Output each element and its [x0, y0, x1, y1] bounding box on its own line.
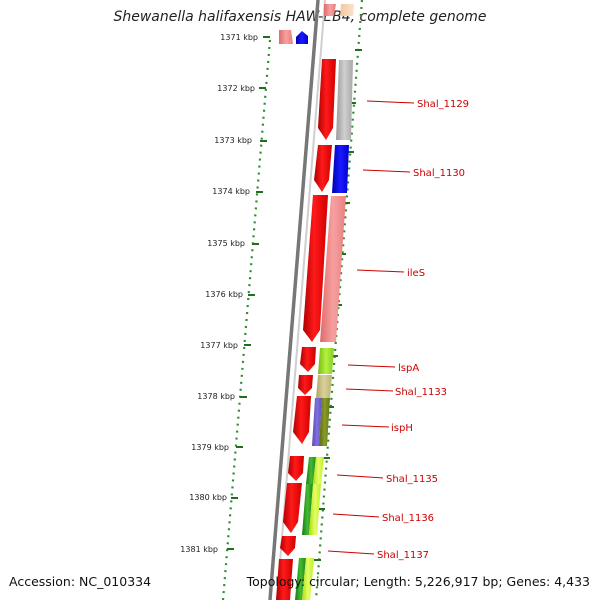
genome-title: Shewanella halifaxensis HAW-EB4, complet… [113, 9, 487, 25]
tick-label: 1380 kbp [189, 493, 227, 502]
gene-label-shal-1137[interactable]: Shal_1137 [377, 550, 429, 561]
gene-feature-shal-1129 [336, 60, 353, 140]
red-arrow [288, 456, 304, 481]
red-arrow [293, 396, 311, 444]
label-leader-line [356, 269, 405, 273]
tick-label: 1381 kbp [180, 545, 218, 554]
genome-backbone-line [268, 0, 320, 600]
gene-feature-lspa [318, 348, 334, 374]
red-arrow [303, 195, 328, 342]
label-leader-line [362, 169, 411, 173]
left-ruler-line [221, 39, 272, 600]
tick-label: 1377 kbp [200, 341, 238, 350]
gene-feature-shal-1130 [332, 145, 349, 193]
gene-feature-shal-1137-a [295, 558, 306, 600]
gene-feature-shal-1135-a [306, 457, 316, 484]
gene-label-leaders [327, 100, 415, 555]
gene-feature-isph-b [319, 398, 330, 446]
gene-feature-shal-1136-b [309, 484, 321, 535]
tick-label: 1375 kbp [207, 239, 245, 248]
pink-feature-top [279, 30, 293, 44]
gene-feature-shal-1135-b [313, 457, 324, 484]
gene-label-iles[interactable]: ileS [407, 268, 425, 279]
label-leader-line [366, 100, 415, 104]
tick-label: 1373 kbp [214, 136, 252, 145]
label-leader-line [327, 550, 375, 555]
tick-label: 1372 kbp [217, 84, 255, 93]
label-leader-line [336, 474, 384, 479]
gene-label-shal-1130[interactable]: Shal_1130 [413, 168, 465, 179]
scale-labels: 1371 kbp 1372 kbp 1373 kbp 1374 kbp 1375… [180, 33, 258, 554]
gene-feature-isph-a [312, 398, 322, 446]
gene-label-shal-1136[interactable]: Shal_1136 [382, 513, 434, 524]
label-leader-line [332, 513, 380, 518]
gene-label-shal-1129[interactable]: Shal_1129 [417, 99, 469, 110]
blue-feature-top [296, 31, 308, 44]
accession-text: Accession: NC_010334 [9, 574, 152, 589]
tick-label: 1378 kbp [197, 392, 235, 401]
gene-labels: Shal_1129 Shal_1130 ileS lspA Shal_1133 … [377, 99, 469, 561]
peach-feature-top [340, 4, 354, 16]
red-arrow [276, 559, 293, 600]
topology-text: Topology: circular; Length: 5,226,917 bp… [246, 574, 590, 589]
red-arrow-track [276, 59, 336, 600]
gene-feature-shal-1133 [316, 375, 332, 398]
tick-label: 1371 kbp [220, 33, 258, 42]
red-arrow [300, 347, 316, 372]
gene-label-lspa[interactable]: lspA [398, 363, 419, 374]
gene-label-isph[interactable]: ispH [391, 423, 413, 434]
label-leader-line [341, 424, 390, 428]
gene-label-shal-1135[interactable]: Shal_1135 [386, 474, 438, 485]
gene-feature-track [295, 60, 353, 600]
gene-feature-iles [320, 196, 346, 342]
red-arrow [283, 483, 302, 533]
genome-backbone-line [276, 0, 326, 600]
red-arrow [314, 145, 332, 192]
pink-feature-top2 [324, 4, 336, 16]
gene-feature-shal-1137-b [302, 558, 314, 600]
label-leader-line [345, 388, 394, 392]
gene-label-shal-1133[interactable]: Shal_1133 [395, 387, 447, 398]
tick-label: 1379 kbp [191, 443, 229, 452]
gene-feature-shal-1136-a [302, 484, 313, 535]
label-leader-line [347, 364, 396, 368]
tick-label: 1376 kbp [205, 290, 243, 299]
tick-label: 1374 kbp [212, 187, 250, 196]
red-arrow [298, 375, 313, 395]
red-arrow [280, 536, 296, 556]
red-arrow [318, 59, 336, 140]
left-tick-marks [227, 36, 270, 550]
